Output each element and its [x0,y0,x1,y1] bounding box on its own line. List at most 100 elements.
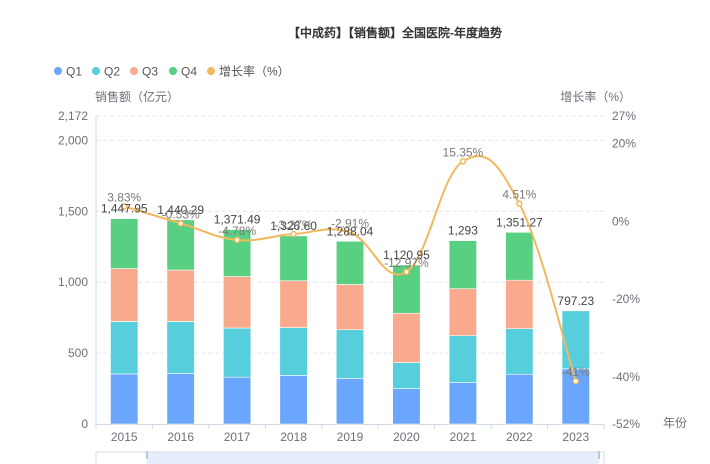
bar-series [110,218,590,425]
data-zoom-handle-right[interactable] [598,451,600,459]
y-left-tick-label: 2,000 [58,133,88,147]
total-value-label-2022: 1,351.27 [496,215,543,229]
bar-segment-q2-2021[interactable] [448,335,477,383]
growth-rate-label-2023: -41% [562,365,590,379]
y-right-tick-label: 0% [612,214,630,228]
legend-marker-q3 [130,67,138,75]
growth-rate-point-2017[interactable] [233,236,241,244]
legend-item-q2[interactable]: Q2 [92,65,120,79]
bar-segment-q2-2022[interactable] [505,328,534,375]
bar-segment-q4-2022[interactable] [505,231,534,281]
bar-segment-q1-2016[interactable] [166,373,195,425]
bar-segment-q1-2018[interactable] [279,375,308,425]
y-left-tick-label: 1,500 [58,204,88,218]
legend-item-q3[interactable]: Q3 [130,65,158,79]
bar-segment-q1-2021[interactable] [448,382,477,425]
bar-segment-q3-2018[interactable] [279,280,308,328]
x-tick-label: 2021 [450,430,477,444]
growth-rate-label-2017: -4.78% [218,224,256,238]
bar-segment-q4-2016[interactable] [166,219,195,271]
x-tick-label: 2020 [393,430,420,444]
bar-segment-q3-2020[interactable] [392,312,421,363]
y-right-tick-label: 27% [612,109,636,123]
bar-segment-q2-2018[interactable] [279,327,308,376]
data-zoom-handle-left[interactable] [146,451,148,459]
growth-rate-point-2021[interactable] [459,158,467,165]
x-tick-label: 2019 [337,430,364,444]
legend-item-q1[interactable]: Q1 [54,65,82,79]
bar-segment-q2-2017[interactable] [223,327,252,378]
bar-segment-q2-2023[interactable] [561,310,590,370]
axes: 0 500 1,000 1,500 2,000 2,172 -52% -40% -20% 0% 20… [58,109,640,444]
growth-rate-point-2018[interactable] [290,230,297,238]
legend-label-q4: Q4 [181,65,197,79]
legend-label-q2: Q2 [104,65,120,79]
growth-rate-point-2016[interactable] [177,220,184,227]
data-zoom-slider[interactable] [95,451,605,464]
growth-rate-point-2023[interactable] [572,377,580,385]
growth-rate-point-2022[interactable] [516,200,523,207]
legend-marker-q2 [92,67,100,75]
x-tick-label: 2015 [111,430,138,444]
bar-segment-q4-2015[interactable] [110,218,139,269]
bar-segment-q2-2019[interactable] [335,329,365,379]
y-left-tick-label: 0 [81,417,88,431]
growth-rate-label-2022: 4.51% [502,188,536,202]
y-right-tick-label: -20% [612,292,640,306]
bar-segment-q2-2015[interactable] [110,321,139,375]
x-tick-label: 2017 [224,430,251,444]
y-right-tick-label: -40% [612,370,640,384]
growth-rate-label-2019: -2.91% [331,217,369,231]
bar-segment-q3-2016[interactable] [166,269,195,322]
legend-label-q3: Q3 [142,65,158,79]
legend-item-q4[interactable]: Q4 [169,65,197,79]
y-left-tick-label: 2,172 [58,109,88,123]
y-left-tick-label: 500 [68,346,88,360]
bar-segment-q3-2022[interactable] [505,279,534,330]
data-zoom-selected-range[interactable] [147,452,599,464]
legend: Q1 Q2 Q3 Q4 增长率（%） [54,64,290,79]
y-right-tick-label: -52% [612,417,640,431]
bar-segment-q2-2020[interactable] [392,362,421,389]
legend-marker-growth-rate [207,67,215,75]
legend-label-growth-rate: 增长率（%） [219,64,290,79]
y-axis-left-name: 销售额（亿元） [95,89,179,104]
growth-rate-point-2020[interactable] [403,268,410,276]
growth-rate-series [120,155,580,385]
bar-segment-q2-2016[interactable] [166,321,195,374]
x-tick-label: 2018 [280,430,307,444]
bar-segment-q1-2020[interactable] [392,388,421,425]
bar-segment-q4-2018[interactable] [279,235,308,282]
bar-segment-q3-2017[interactable] [223,276,252,329]
bar-segment-q3-2021[interactable] [448,288,477,336]
total-value-label-2019: 1,288.04 [327,224,374,238]
x-tick-label: 2016 [167,430,194,444]
total-value-label-2016: 1,440.29 [157,203,204,217]
chart-title: 【中成药】【销售额】全国医院-年度趋势 [288,25,502,40]
growth-rate-label-2015: 3.83% [107,190,141,204]
bar-segment-q3-2019[interactable] [335,284,365,330]
y-right-tick-label: 20% [612,136,636,150]
bar-segment-q4-2019[interactable] [335,240,365,285]
bar-segment-q1-2022[interactable] [505,373,534,425]
total-value-label-2017: 1,371.49 [214,213,261,227]
x-tick-label: 2023 [562,430,589,444]
total-value-label-2021: 1,293 [448,224,478,238]
growth-rate-point-2019[interactable] [346,229,354,236]
x-tick-label: 2022 [506,430,533,444]
legend-item-growth-rate[interactable]: 增长率（%） [207,64,290,79]
bar-segment-q1-2019[interactable] [335,378,365,425]
legend-marker-q4 [169,67,177,75]
growth-rate-point-2015[interactable] [120,203,128,210]
total-value-label-2023: 797.23 [557,294,594,308]
bar-segment-q3-2015[interactable] [110,268,139,322]
total-value-label-2018: 1,326.60 [270,219,317,233]
bar-segment-q1-2017[interactable] [223,376,252,425]
x-axis-name: 年份 [663,416,687,430]
bar-segment-q1-2015[interactable] [110,373,139,425]
data-labels: 1,447.953.83% 1,440.29-0.53% 1,371.49-4.78… [101,145,595,379]
growth-rate-label-2020: -12.97% [384,256,429,270]
total-value-label-2015: 1,447.95 [101,202,148,216]
bar-segment-q4-2021[interactable] [448,240,477,290]
